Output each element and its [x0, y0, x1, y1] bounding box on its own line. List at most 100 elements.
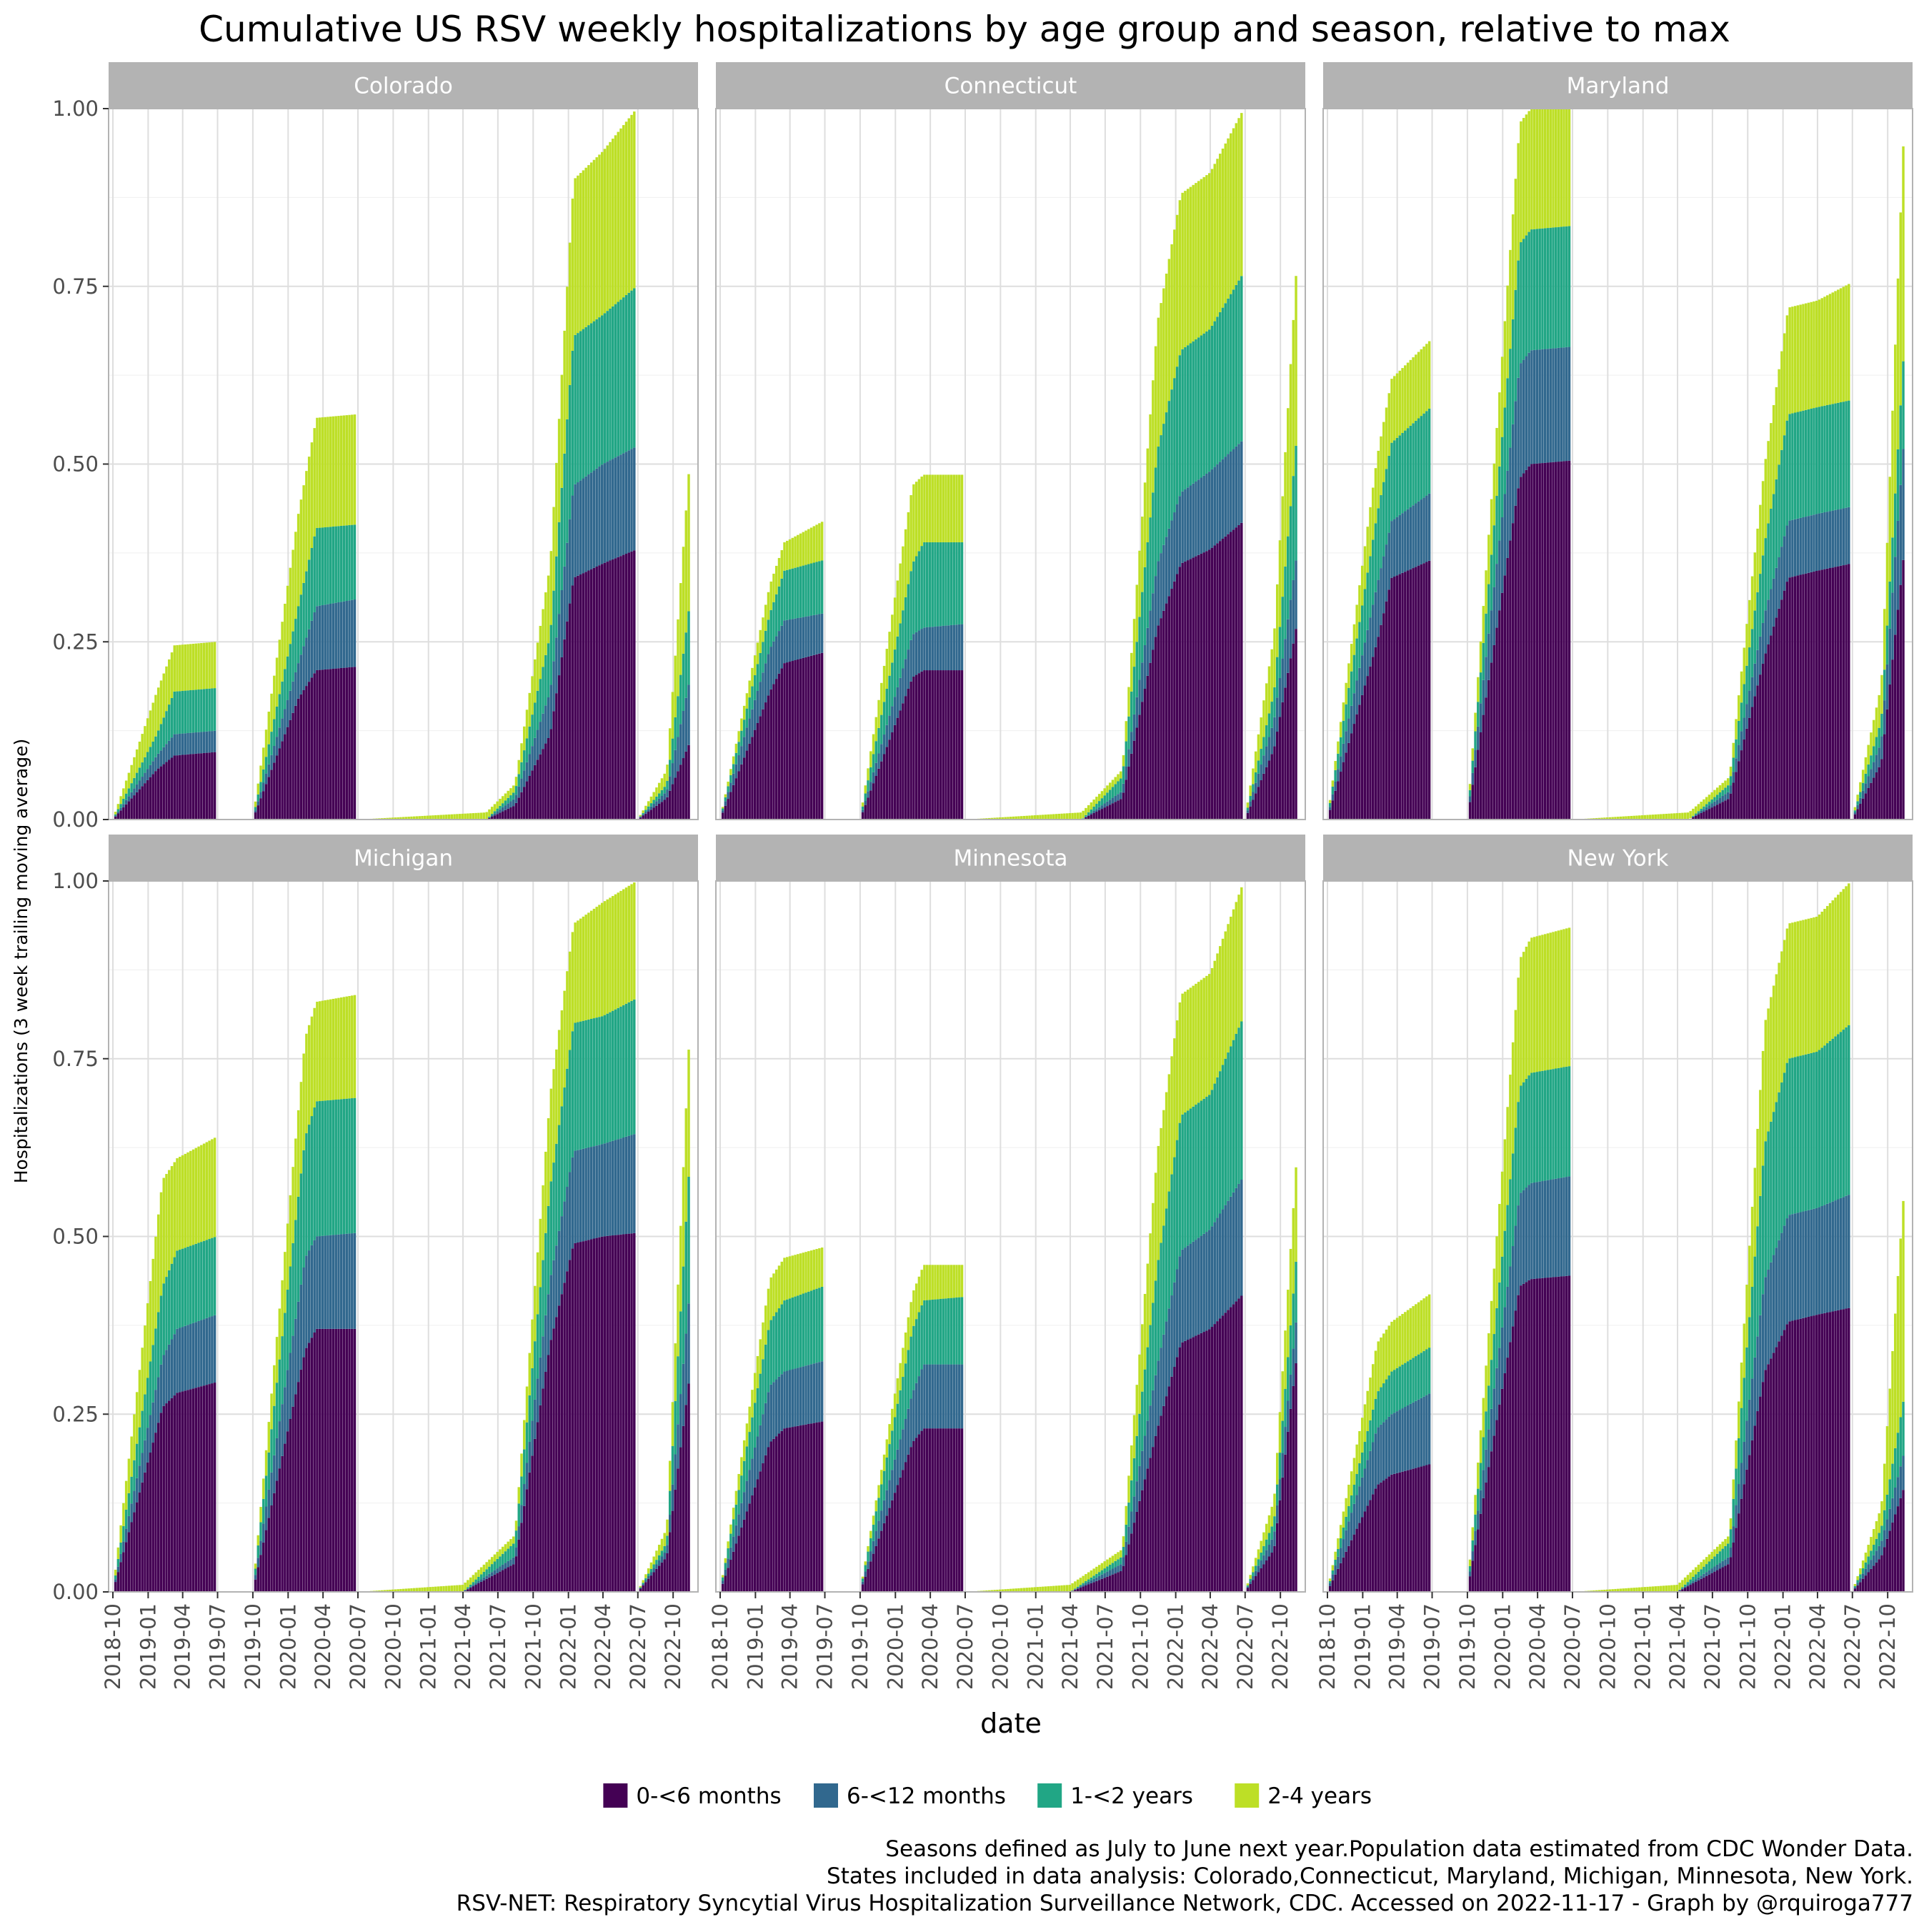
bar-segment [666, 1553, 668, 1592]
bar-segment [1101, 1575, 1103, 1579]
bar-segment [1865, 784, 1867, 794]
bar-segment [1493, 525, 1495, 587]
bar-segment [652, 800, 654, 804]
bar-segment [1208, 173, 1210, 329]
bar-segment [297, 607, 299, 664]
bar-segment [1222, 939, 1224, 1065]
bar-segment [552, 711, 554, 820]
bar-segment [759, 653, 761, 682]
bar-segment [1257, 1573, 1260, 1592]
bar-segment [119, 1562, 121, 1592]
bar-segment [1047, 1586, 1050, 1592]
bar-segment [520, 743, 522, 762]
bar-segment [775, 1380, 777, 1437]
bar-segment [1168, 1308, 1170, 1386]
bar-segment [1273, 1516, 1275, 1531]
bar-segment [818, 1288, 820, 1362]
bar-segment [732, 764, 734, 773]
bar-segment [1071, 1583, 1073, 1590]
bar-segment [337, 526, 339, 602]
bar-segment [1840, 402, 1842, 509]
bar-segment [1834, 897, 1836, 1036]
bar-segment [561, 1106, 563, 1216]
bar-segment [1353, 1458, 1355, 1485]
bar-segment [1176, 1140, 1178, 1270]
bar-segment [281, 742, 283, 820]
bar-segment [1533, 464, 1535, 820]
bar-segment [1765, 459, 1767, 538]
bar-segment [1345, 704, 1347, 732]
bar-segment [1813, 917, 1815, 1052]
bar-segment [864, 785, 867, 793]
bar-segment [1527, 232, 1530, 353]
bar-segment [577, 333, 579, 482]
bar-segment [297, 1382, 299, 1592]
bar-segment [262, 1523, 264, 1542]
bar-segment [1125, 767, 1127, 780]
bar-segment [815, 654, 817, 820]
bar-segment [815, 562, 817, 614]
bar-segment [902, 703, 904, 820]
bar-segment [961, 1428, 963, 1592]
bar-segment [1815, 407, 1818, 514]
bar-segment [1090, 1570, 1092, 1578]
bar-segment [794, 660, 796, 820]
bar-segment [1138, 1355, 1140, 1414]
bar-segment [1197, 555, 1200, 820]
bar-segment [1407, 1310, 1409, 1362]
bar-segment [1759, 574, 1761, 637]
bar-segment [804, 657, 807, 820]
bar-segment [1883, 1510, 1885, 1530]
bar-segment [518, 774, 520, 787]
bar-segment [794, 1297, 796, 1369]
x-tick-label: 2019-10 [241, 1603, 265, 1690]
bar-segment [1292, 1386, 1295, 1592]
bar-segment [872, 772, 874, 783]
bar-segment [1708, 1555, 1710, 1562]
bar-segment [174, 1334, 176, 1395]
bar-segment [1821, 298, 1823, 406]
bar-segment [1200, 477, 1202, 553]
bar-segment [923, 474, 925, 542]
bar-segment [1170, 244, 1172, 389]
bar-segment [633, 1233, 635, 1592]
bar-segment [663, 800, 665, 820]
bar-segment [746, 727, 748, 750]
bar-segment [1179, 1002, 1181, 1123]
bar-segment [593, 322, 595, 471]
bar-segment [1469, 1576, 1471, 1592]
bar-segment [1710, 1573, 1713, 1592]
bar-segment [1541, 1071, 1543, 1181]
bar-segment [764, 604, 767, 630]
bar-segment [1698, 1565, 1700, 1572]
bar-segment [891, 1470, 893, 1500]
bar-segment [1733, 783, 1735, 820]
bar-segment [644, 812, 647, 814]
bar-segment [961, 474, 963, 542]
bar-segment [1900, 212, 1902, 405]
bar-segment [1255, 1571, 1257, 1576]
bar-segment [1655, 815, 1657, 820]
bar-segment [189, 1389, 191, 1592]
bar-segment [939, 1365, 942, 1429]
bar-segment [1334, 1560, 1336, 1565]
bar-segment [563, 639, 565, 820]
bar-segment [735, 765, 737, 778]
bar-segment [1342, 721, 1345, 744]
bar-segment [1058, 814, 1060, 820]
bar-segment [329, 527, 332, 604]
bar-segment [1112, 1555, 1114, 1563]
bar-segment [1273, 1493, 1275, 1516]
bar-segment [1555, 931, 1557, 1068]
bar-segment [526, 782, 528, 820]
bar-segment [1247, 813, 1249, 820]
bar-segment [1366, 572, 1368, 629]
bar-segment [1141, 1392, 1143, 1451]
bar-segment [1810, 572, 1812, 820]
bar-segment [531, 1455, 533, 1592]
bar-segment [810, 1290, 812, 1364]
bar-segment [1345, 683, 1347, 704]
bar-segment [1350, 644, 1352, 672]
bar-segment [281, 1404, 283, 1456]
